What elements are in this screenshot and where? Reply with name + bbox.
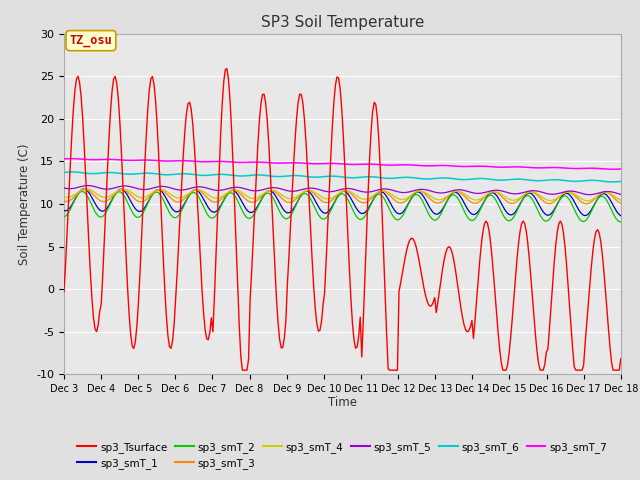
Legend: sp3_Tsurface, sp3_smT_1, sp3_smT_2, sp3_smT_3, sp3_smT_4, sp3_smT_5, sp3_smT_6, : sp3_Tsurface, sp3_smT_1, sp3_smT_2, sp3_… (73, 438, 612, 473)
X-axis label: Time: Time (328, 396, 357, 408)
Title: SP3 Soil Temperature: SP3 Soil Temperature (260, 15, 424, 30)
Y-axis label: Soil Temperature (C): Soil Temperature (C) (18, 143, 31, 265)
Text: TZ_osu: TZ_osu (70, 34, 112, 47)
